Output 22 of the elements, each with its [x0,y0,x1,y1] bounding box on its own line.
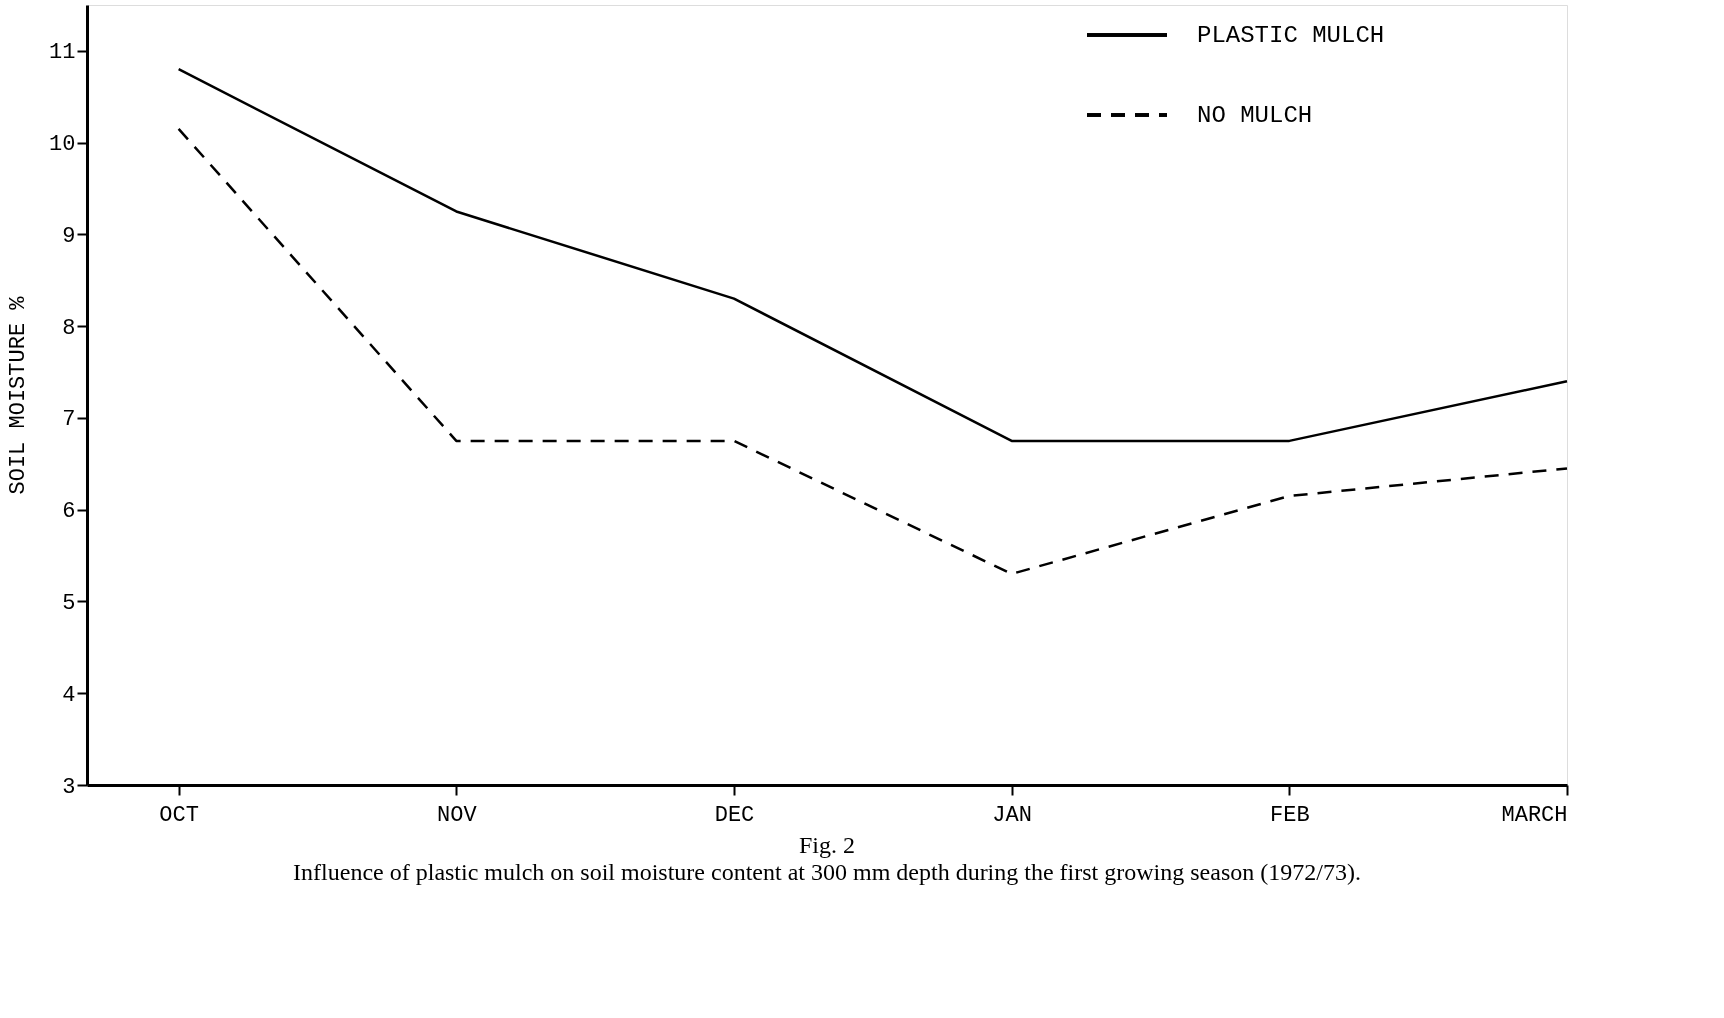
x-tick-label: OCT [159,802,199,828]
y-tick-label: 3 [62,774,76,800]
y-tick-label: 6 [62,499,76,525]
y-tick-label: 5 [62,590,76,616]
x-tick-label: DEC [714,802,755,828]
y-axis-title: SOIL MOISTURE % [6,295,32,495]
x-tick-label: JAN [992,802,1032,828]
legend-label: NO MULCH [1197,102,1313,129]
y-tick-label: 7 [62,407,76,433]
text: Influence of plastic mulch on soil moisture content at 300 mm depth during the first growing season (1972/73). [293,859,1361,885]
y-tick-label: 9 [62,223,76,249]
y-tick-label: 4 [62,682,76,708]
line-series [177,67,1569,443]
y-tick-label: 8 [62,315,76,341]
x-tick-label: FEB [1270,802,1310,828]
x-tick-label: NOV [437,802,478,828]
caption: Fig. 2 [798,832,856,858]
y-tick-label: 10 [49,132,76,158]
line-series [177,127,1569,576]
y-tick-label: 11 [49,40,76,66]
x-tick-label: MARCH [1501,802,1568,828]
legend-label: PLASTIC MULCH [1197,22,1385,49]
